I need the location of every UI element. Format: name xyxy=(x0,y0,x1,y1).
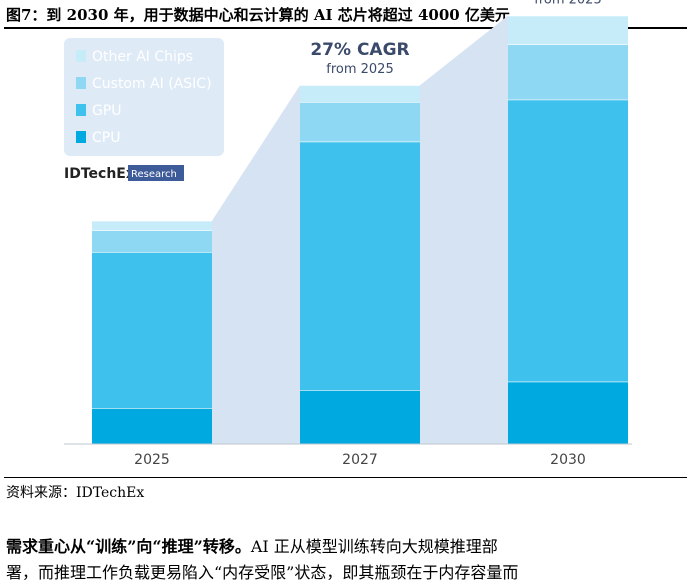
body-lead: 需求重心从“训练”向“推理”转移。 xyxy=(6,537,251,556)
x-tick-label-2027: 2027 xyxy=(342,452,378,468)
cagr-label-2027: 27% CAGR xyxy=(310,40,409,60)
x-tick-label-2025: 2025 xyxy=(134,452,170,468)
bars-layer xyxy=(92,15,628,444)
bar-2025-cpu xyxy=(92,408,212,444)
body-line-1-rest: AI 正从模型训练转向大规模推理部 xyxy=(250,537,498,556)
cagr-sub-2030: from 2025 xyxy=(534,0,601,8)
title-rule xyxy=(4,27,687,29)
legend-label-cpu: CPU xyxy=(92,130,120,146)
bar-2027-cpu xyxy=(300,390,420,444)
bar-2027-custom-ai-asic- xyxy=(300,102,420,142)
source-rule xyxy=(4,477,687,478)
body-paragraph-line-2: 署，而推理工作负载更易陷入“内存受限”状态，即其瓶颈在于内存容量而 xyxy=(6,563,519,582)
legend-swatch-cpu xyxy=(76,131,86,143)
legend-swatch-gpu xyxy=(76,104,86,116)
bar-2030-other-ai-chips xyxy=(508,15,628,45)
bar-2027-gpu xyxy=(300,141,420,390)
bar-2030-cpu xyxy=(508,381,628,444)
bar-2030-custom-ai-asic- xyxy=(508,44,628,100)
connector-2027-2030 xyxy=(420,15,508,444)
bar-2025-other-ai-chips xyxy=(92,220,212,231)
brand-tag: Research xyxy=(131,169,177,180)
legend-box xyxy=(64,38,224,156)
legend: Other AI Chips Custom AI (ASIC) GPU CPU xyxy=(64,38,224,156)
brand-name: IDTechEx xyxy=(64,166,135,182)
bar-2027-other-ai-chips xyxy=(300,85,420,102)
legend-swatch-other-ai-chips xyxy=(76,50,86,62)
legend-swatch-custom-ai-asic- xyxy=(76,77,86,89)
legend-label-custom-ai-asic-: Custom AI (ASIC) xyxy=(92,76,212,92)
x-tick-labels: 2025 2027 2030 xyxy=(134,452,586,468)
source-note: 资料来源：IDTechEx xyxy=(6,485,145,501)
brand-tag-box xyxy=(128,165,184,181)
x-tick-label-2030: 2030 xyxy=(550,452,586,468)
bar-2025-custom-ai-asic- xyxy=(92,230,212,252)
bar-2030-gpu xyxy=(508,99,628,382)
legend-label-other-ai-chips: Other AI Chips xyxy=(92,49,193,65)
connector-2025-2027 xyxy=(212,85,300,444)
cagr-sub-2027: from 2025 xyxy=(326,62,393,77)
bar-2025-gpu xyxy=(92,252,212,408)
figure-title: 图7：到 2030 年，用于数据中心和云计算的 AI 芯片将超过 4000 亿美… xyxy=(6,6,510,24)
cagr-connectors xyxy=(212,15,508,444)
body-paragraph-line-1: 需求重心从“训练”向“推理”转移。AI 正从模型训练转向大规模推理部 xyxy=(6,533,686,557)
legend-label-gpu: GPU xyxy=(92,103,122,119)
